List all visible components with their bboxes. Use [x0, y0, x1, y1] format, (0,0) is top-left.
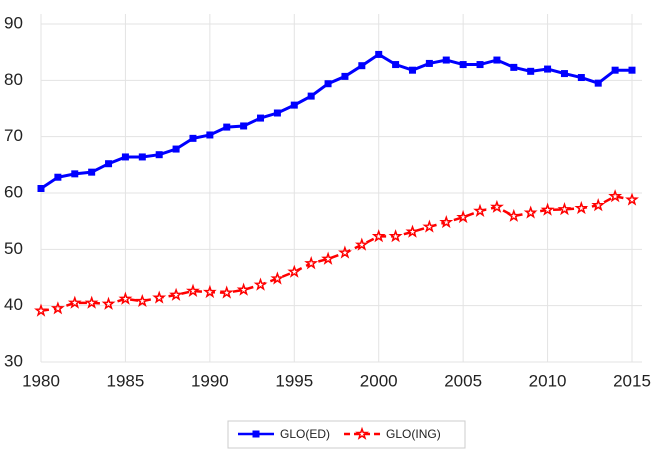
y-tick-label: 90 — [4, 13, 23, 32]
x-tick-label: 1995 — [275, 371, 313, 390]
x-tick-label: 2000 — [360, 371, 398, 390]
marker — [138, 153, 146, 161]
marker — [287, 264, 302, 278]
x-tick-label: 1990 — [191, 371, 229, 390]
marker — [490, 199, 504, 213]
marker — [608, 189, 623, 203]
marker — [34, 303, 48, 317]
marker — [625, 192, 639, 206]
marker — [54, 173, 62, 181]
legend-label: GLO(ING) — [386, 427, 441, 441]
marker — [408, 66, 416, 74]
marker — [442, 56, 450, 64]
marker — [557, 201, 572, 216]
marker — [152, 290, 167, 304]
marker — [510, 63, 518, 71]
marker — [105, 160, 113, 168]
marker — [405, 224, 420, 238]
marker — [121, 153, 129, 161]
marker — [304, 256, 319, 270]
marker — [257, 114, 265, 122]
marker — [172, 145, 180, 153]
marker — [527, 67, 535, 75]
marker — [135, 294, 150, 308]
legend: GLO(ED) GLO(ING) — [227, 420, 466, 449]
marker — [544, 65, 552, 73]
marker — [189, 134, 197, 142]
marker — [476, 61, 484, 69]
x-tick-label: 1985 — [107, 371, 145, 390]
marker — [422, 219, 437, 233]
marker — [338, 245, 352, 259]
x-tick-label: 1980 — [22, 371, 60, 390]
marker — [290, 101, 298, 109]
marker — [202, 284, 217, 299]
marker — [219, 285, 234, 299]
marker — [577, 74, 585, 82]
series-line — [40, 52, 632, 190]
marker — [358, 62, 366, 70]
marker — [628, 66, 636, 74]
marker — [67, 295, 82, 309]
marker — [84, 295, 99, 309]
marker — [459, 61, 467, 69]
marker — [456, 209, 471, 224]
marker — [206, 131, 214, 139]
marker — [270, 271, 285, 285]
marker — [71, 170, 79, 178]
y-tick-label: 70 — [4, 126, 23, 145]
marker — [50, 301, 65, 315]
marker — [236, 282, 251, 296]
series-line — [40, 195, 633, 312]
x-tick-label: 2005 — [444, 371, 482, 390]
marker — [425, 59, 433, 67]
marker — [169, 287, 183, 301]
marker — [88, 168, 96, 176]
marker — [574, 200, 589, 215]
marker — [493, 56, 501, 64]
marker — [540, 202, 555, 216]
x-tick-label: 2015 — [613, 371, 651, 390]
marker — [354, 237, 369, 251]
y-tick-label: 80 — [4, 70, 23, 89]
marker — [118, 291, 133, 305]
y-tick-label: 30 — [4, 351, 23, 370]
marker — [253, 277, 268, 291]
legend-marker — [355, 426, 370, 440]
marker — [439, 214, 454, 229]
legend-marker — [252, 430, 260, 438]
marker — [273, 109, 281, 117]
marker — [560, 70, 568, 78]
marker — [591, 198, 606, 212]
marker — [388, 229, 403, 243]
marker — [594, 79, 602, 87]
marker — [523, 205, 538, 219]
marker — [223, 123, 231, 131]
x-tick-label: 2010 — [529, 371, 567, 390]
legend-label: GLO(ED) — [280, 427, 330, 441]
marker — [37, 184, 45, 192]
marker — [101, 296, 116, 310]
marker — [324, 80, 332, 88]
y-tick-label: 40 — [4, 295, 23, 314]
marker — [473, 203, 488, 217]
marker — [307, 92, 315, 100]
marker — [506, 208, 521, 222]
marker — [375, 50, 383, 58]
marker — [611, 66, 619, 74]
marker — [240, 122, 248, 130]
marker — [155, 151, 163, 159]
marker — [185, 283, 200, 297]
marker — [341, 72, 349, 80]
marker — [321, 251, 335, 265]
marker — [371, 229, 386, 243]
y-tick-label: 60 — [4, 182, 23, 201]
y-tick-label: 50 — [4, 239, 23, 258]
marker — [392, 61, 400, 69]
